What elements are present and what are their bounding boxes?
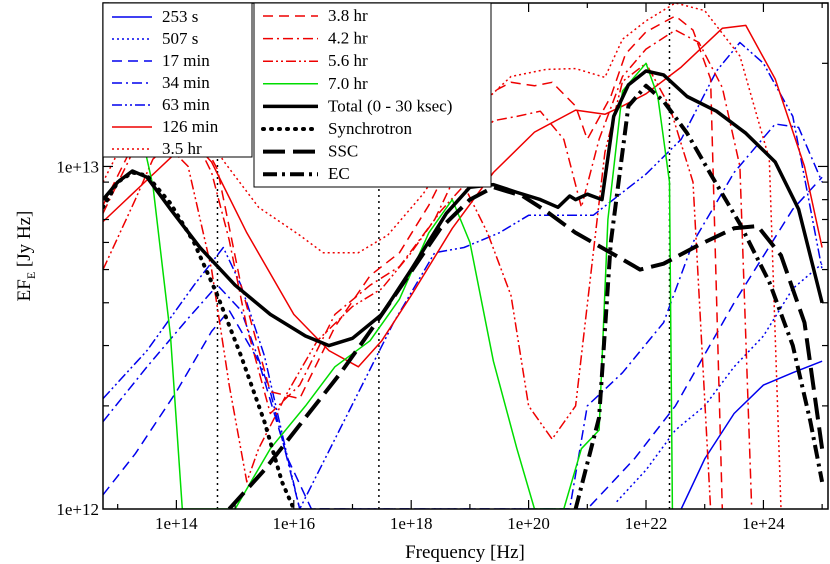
legend-right-box	[253, 2, 492, 188]
axes: 1e+14 1e+16 1e+18 1e+20 1e+22 1e+24 1e+12 1e+13	[56, 2, 829, 533]
y-tick-label: 1e+12	[56, 500, 99, 519]
legend-label: 63 min	[162, 95, 210, 114]
x-tick-label: 1e+18	[390, 514, 433, 533]
legend-label: 7.0 hr	[328, 74, 368, 93]
legend-label: SSC	[328, 142, 358, 161]
legend-label: 507 s	[162, 29, 198, 48]
legend-label: 5.6 hr	[328, 51, 368, 70]
series-line	[103, 170, 296, 509]
series-line	[616, 263, 823, 503]
legend-label: Total (0 - 30 ksec)	[328, 96, 452, 115]
series-line	[227, 185, 825, 509]
legend-label: 34 min	[162, 73, 210, 92]
legend-left-box	[102, 2, 253, 158]
legend-label: Synchrotron	[328, 119, 413, 138]
x-tick-label: 1e+14	[155, 514, 198, 533]
series-line	[103, 62, 674, 509]
series-line	[680, 360, 823, 509]
legend-label: 17 min	[162, 51, 210, 70]
x-axis-label: Frequency [Hz]	[405, 542, 525, 563]
x-tick-label: 1e+24	[742, 514, 785, 533]
y-axis-label: EFE [Jy Hz]	[14, 211, 38, 302]
legend-right: 3.8 hr 4.2 hr 5.6 hr 7.0 hr Total (0 - 30 ks…	[253, 2, 492, 188]
series-line	[103, 41, 823, 509]
x-tick-label: 1e+16	[272, 514, 315, 533]
legend-label: 4.2 hr	[328, 29, 368, 48]
y-axis-label-main: EF	[14, 279, 35, 301]
legend-label: 3.8 hr	[328, 6, 368, 25]
series-line	[573, 83, 825, 509]
legend-label: 253 s	[162, 7, 198, 26]
series-line	[103, 176, 823, 509]
series-line	[103, 24, 823, 368]
y-axis-label-subscript: E	[24, 272, 38, 279]
legend-label: 3.5 hr	[162, 139, 202, 158]
y-axis-label-unit: [Jy Hz]	[14, 211, 35, 272]
legend-left: 253 s 507 s 17 min 34 min 63 min 126 min 3.5 h…	[102, 2, 253, 158]
y-tick-label: 1e+13	[56, 157, 99, 176]
series-line	[103, 62, 712, 509]
series-line	[103, 69, 824, 348]
legend-label: EC	[328, 164, 350, 183]
x-tick-label: 1e+20	[507, 514, 550, 533]
series-layer	[103, 3, 825, 509]
x-tick-label: 1e+22	[625, 514, 668, 533]
legend-label: 126 min	[162, 117, 219, 136]
